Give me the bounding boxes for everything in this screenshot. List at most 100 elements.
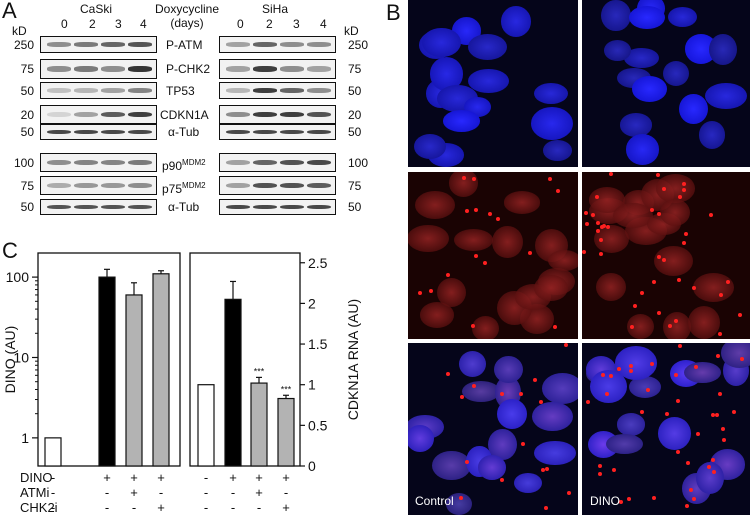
treatment-sign: - [204,485,208,500]
rna-focus [677,343,682,348]
micrograph-dapi-dino [582,0,750,167]
cell-line-siha: SiHa [262,2,289,16]
rna-focus [609,172,614,177]
nucleus [491,225,523,259]
nucleus [541,372,578,404]
nucleus [467,33,508,61]
blot-siha-3 [219,105,336,124]
right-ytick-label: 2.5 [308,255,328,271]
rna-focus [719,292,724,297]
treatment-sign: - [159,485,163,500]
rna-focus [684,231,689,236]
right-ytick-label: 1 [308,377,316,393]
blot-band [307,159,331,166]
blot-caski-7 [40,199,157,215]
bar-charts: 1 10 100 DINO (AU) 0 0.5 1 1.5 2 2.5 CDKN1A RNA (A… [2,252,361,515]
rna-focus [656,172,661,177]
rna-focus [617,367,622,372]
rna-focus [646,387,651,392]
nucleus [547,249,578,271]
panel-label-a: A [2,0,17,23]
blot-band [74,111,98,118]
blot-band [128,88,152,94]
rna-focus [470,324,475,329]
rna-focus [462,176,467,181]
nucleus [461,381,500,403]
rna-focus [518,392,523,397]
kd-marker-left: 50 [20,83,34,98]
rna-focus [661,186,666,191]
rna-focus [563,343,568,348]
blot-band [47,159,71,166]
protein-label: TP53 [166,83,195,98]
rna-focus [664,411,669,416]
right-ytick-label: 0 [308,458,316,474]
lane-label-siha-0: 0 [237,17,244,31]
blot-band [280,129,304,135]
treatment-label: CHK2i [20,500,58,515]
treatment-sign: + [282,470,290,485]
blot-band [101,129,125,135]
treatment-sign: - [51,485,55,500]
blot-band [280,88,304,94]
rna-focus [632,303,637,308]
rna-focus [685,503,690,508]
blot-caski-5 [40,153,157,172]
kd-marker-left: 20 [20,107,34,122]
blot-band [307,88,331,94]
nucleus [477,455,506,480]
blot-band [226,88,250,94]
rna-focus [618,499,623,504]
nucleus [662,60,689,86]
rna-focus [604,392,609,397]
rna-focus [630,324,635,329]
nucleus [590,370,627,403]
rna-focus [649,208,654,213]
rna-focus [595,195,600,200]
nucleus [446,492,473,515]
blot-band [128,204,152,210]
micrograph-foci-control [408,172,578,339]
blot-band [307,111,331,118]
rna-focus [582,250,587,255]
blot-band [101,88,125,94]
rna-focus [721,437,726,442]
rna-focus [601,372,606,377]
rna-focus [473,254,478,259]
rna-focus [626,497,631,502]
rna-focus [651,495,656,500]
nucleus [603,39,631,61]
nucleus [453,228,493,252]
nucleus [413,133,446,159]
lane-label-siha-2: 2 [266,17,273,31]
blot-band [226,182,250,189]
rna-focus [598,472,603,477]
nucleus [534,440,576,466]
treatment-sign: - [204,500,208,515]
treatment-sign: + [103,470,111,485]
blot-band [280,182,304,189]
treatment-sign: + [157,470,165,485]
blot-band [101,42,125,48]
rna-focus [639,291,644,296]
kd-marker-left: 75 [20,62,34,76]
blot-siha-1 [219,59,336,79]
nucleus [668,7,697,28]
nucleus [720,343,750,368]
nucleus [487,429,517,461]
blot-band [74,129,98,135]
treatment-sign: - [105,485,109,500]
blot-band [307,129,331,135]
right-bar [250,382,268,467]
blot-caski-6 [40,176,157,195]
nucleus [625,134,660,165]
nucleus [422,27,461,57]
rna-focus [471,177,476,182]
nucleus [459,351,487,378]
blot-band [47,182,71,189]
micrograph-dapi-control [408,0,578,167]
nucleus [534,274,569,302]
rna-focus [445,273,450,278]
treatment-sign: - [51,500,55,515]
nucleus [467,68,510,94]
